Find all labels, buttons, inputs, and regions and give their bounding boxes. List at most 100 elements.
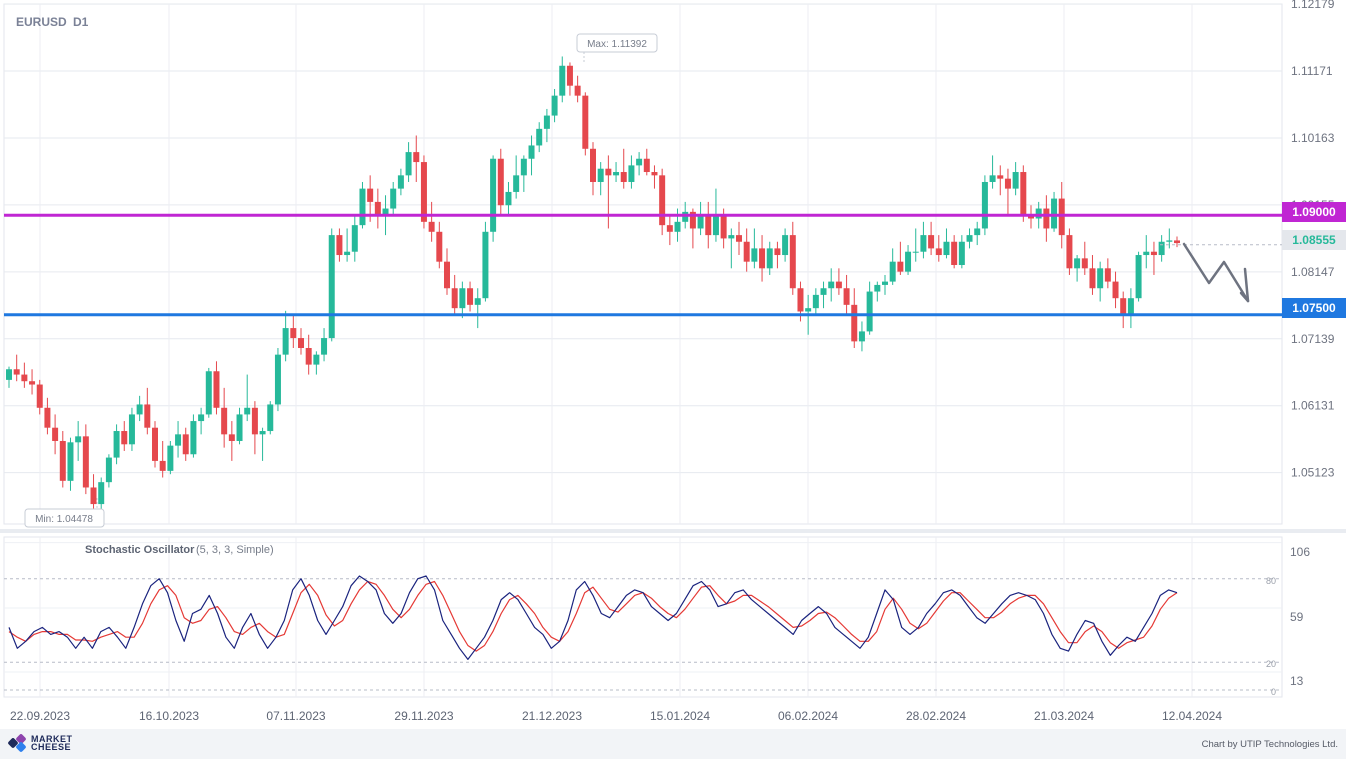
candle-body (789, 235, 796, 289)
date-axis-label: 06.02.2024 (778, 709, 838, 723)
candle (966, 228, 973, 249)
date-axis-label: 15.01.2024 (650, 709, 710, 723)
oscillator-params: (5, 3, 3, Simple) (196, 544, 274, 556)
candle (643, 148, 650, 176)
candle-body (36, 384, 43, 408)
candle (497, 148, 504, 216)
candle-body (13, 369, 20, 375)
candle (974, 221, 981, 246)
candle (13, 354, 20, 382)
candle (551, 89, 558, 123)
level-layer (4, 213, 1282, 317)
candle-body (205, 371, 212, 415)
candle (897, 241, 904, 275)
chart-timeframe: D1 (73, 15, 89, 29)
date-axis-label: 12.04.2024 (1162, 709, 1222, 723)
candle-body (928, 235, 935, 249)
candle-body (674, 221, 681, 232)
candle-body (136, 404, 143, 415)
candle (1004, 168, 1011, 216)
candle (513, 155, 520, 199)
candle-body (1081, 258, 1088, 269)
candle-body (513, 175, 520, 192)
candle-body (228, 434, 235, 441)
candle (1051, 191, 1058, 232)
candle-body (128, 414, 135, 445)
candle (159, 440, 166, 478)
candle-body (636, 158, 643, 166)
candle (444, 248, 450, 295)
candle (105, 454, 112, 488)
candle (697, 201, 704, 236)
chart-credit: Chart by UTIP Technologies Ltd. (1201, 739, 1338, 750)
candle (397, 168, 404, 196)
candle (82, 424, 89, 495)
osc-layer (4, 542, 1282, 691)
candle-body (6, 369, 12, 380)
candle (559, 56, 566, 103)
candle (190, 414, 197, 458)
candle-body (390, 188, 397, 209)
candle (874, 281, 881, 302)
min-marker: Min: 1.04478 (24, 498, 105, 528)
candle (851, 288, 858, 349)
candle-body (897, 261, 904, 272)
candle (605, 155, 612, 229)
candle-body (44, 407, 51, 428)
candle (374, 188, 381, 229)
candle (997, 165, 1004, 196)
candle-body (52, 427, 59, 441)
candle-body (405, 152, 412, 176)
axis-layer: 1.121791.111711.101631.091551.081471.071… (10, 0, 1335, 723)
logo-line-1: MARKET (31, 734, 73, 744)
candle (313, 351, 320, 375)
candle-body (782, 235, 789, 256)
candle-body (935, 248, 942, 256)
candle (1174, 236, 1180, 248)
candle-body (751, 248, 758, 262)
candle-body (1051, 198, 1058, 229)
candle-body (543, 115, 550, 129)
candle (1012, 162, 1019, 196)
osc-axis-label: 59 (1290, 610, 1304, 624)
osc-level-label: 20 (1266, 659, 1276, 669)
candle (182, 427, 189, 461)
candle-body (90, 487, 97, 505)
candle (305, 334, 312, 375)
candle (152, 421, 158, 468)
candle (413, 135, 420, 182)
candle-body (997, 175, 1004, 179)
candle-body (413, 152, 420, 163)
candle-body (259, 431, 266, 435)
candle (928, 221, 935, 256)
candle-body (620, 172, 627, 182)
level-tag-1: 1.09000 (1282, 202, 1346, 222)
candle (774, 241, 781, 269)
candle-body (290, 328, 297, 339)
candle-body (1074, 258, 1081, 269)
candle (597, 162, 604, 196)
candle-body (1097, 268, 1104, 289)
candle-body (951, 241, 958, 265)
current-price-box (1282, 230, 1346, 250)
candle (736, 221, 742, 256)
candle-body (328, 235, 335, 339)
candle (566, 62, 573, 96)
candle (843, 274, 850, 315)
candle (213, 361, 220, 415)
candle-body (1120, 298, 1127, 315)
candle (920, 221, 927, 259)
candle-body (113, 431, 120, 458)
candle-body (874, 284, 881, 292)
candle-body (812, 294, 819, 309)
candle-body (1089, 268, 1096, 289)
price-axis-label: 1.06131 (1291, 399, 1335, 413)
stochastic-k-line (8, 575, 1178, 661)
candle-body (774, 248, 781, 256)
candle-body (159, 460, 166, 471)
candle-body (105, 457, 112, 483)
candle-body (190, 421, 197, 455)
logo-mark-icon (7, 733, 27, 753)
candle-body (1066, 235, 1073, 269)
candle (728, 228, 735, 269)
